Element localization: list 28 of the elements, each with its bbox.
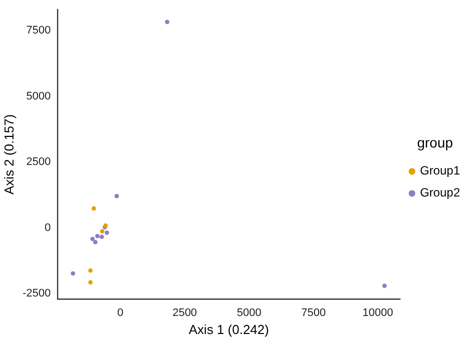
x-tick-label: 5000	[236, 306, 262, 319]
x-tick-label: 0	[117, 306, 124, 319]
legend-title: group	[417, 134, 454, 150]
point	[382, 284, 387, 288]
legend-label: Group1	[420, 164, 460, 178]
y-tick-label: 2500	[26, 156, 51, 168]
y-tick-label: -2500	[22, 288, 51, 300]
legend-label: Group2	[420, 186, 460, 200]
point	[100, 229, 104, 234]
y-tick-label: 7500	[26, 24, 51, 37]
point	[114, 194, 119, 198]
point	[88, 280, 93, 285]
y-tick-label: 0	[44, 222, 51, 234]
x-tick-label: 10000	[362, 306, 394, 319]
x-axis-title: Axis 1 (0.242)	[188, 322, 269, 337]
y-tick-label: 5000	[26, 90, 51, 102]
point	[92, 206, 96, 211]
x-tick-label: 2500	[172, 306, 197, 319]
y-axis-title: Axis 2 (0.157)	[1, 114, 16, 194]
point	[93, 240, 98, 244]
point	[104, 230, 110, 235]
point	[88, 268, 93, 273]
point	[164, 20, 170, 24]
point	[70, 271, 76, 276]
point	[90, 236, 95, 242]
point	[95, 234, 100, 238]
point	[100, 234, 104, 240]
x-tick-label: 7500	[301, 306, 326, 319]
